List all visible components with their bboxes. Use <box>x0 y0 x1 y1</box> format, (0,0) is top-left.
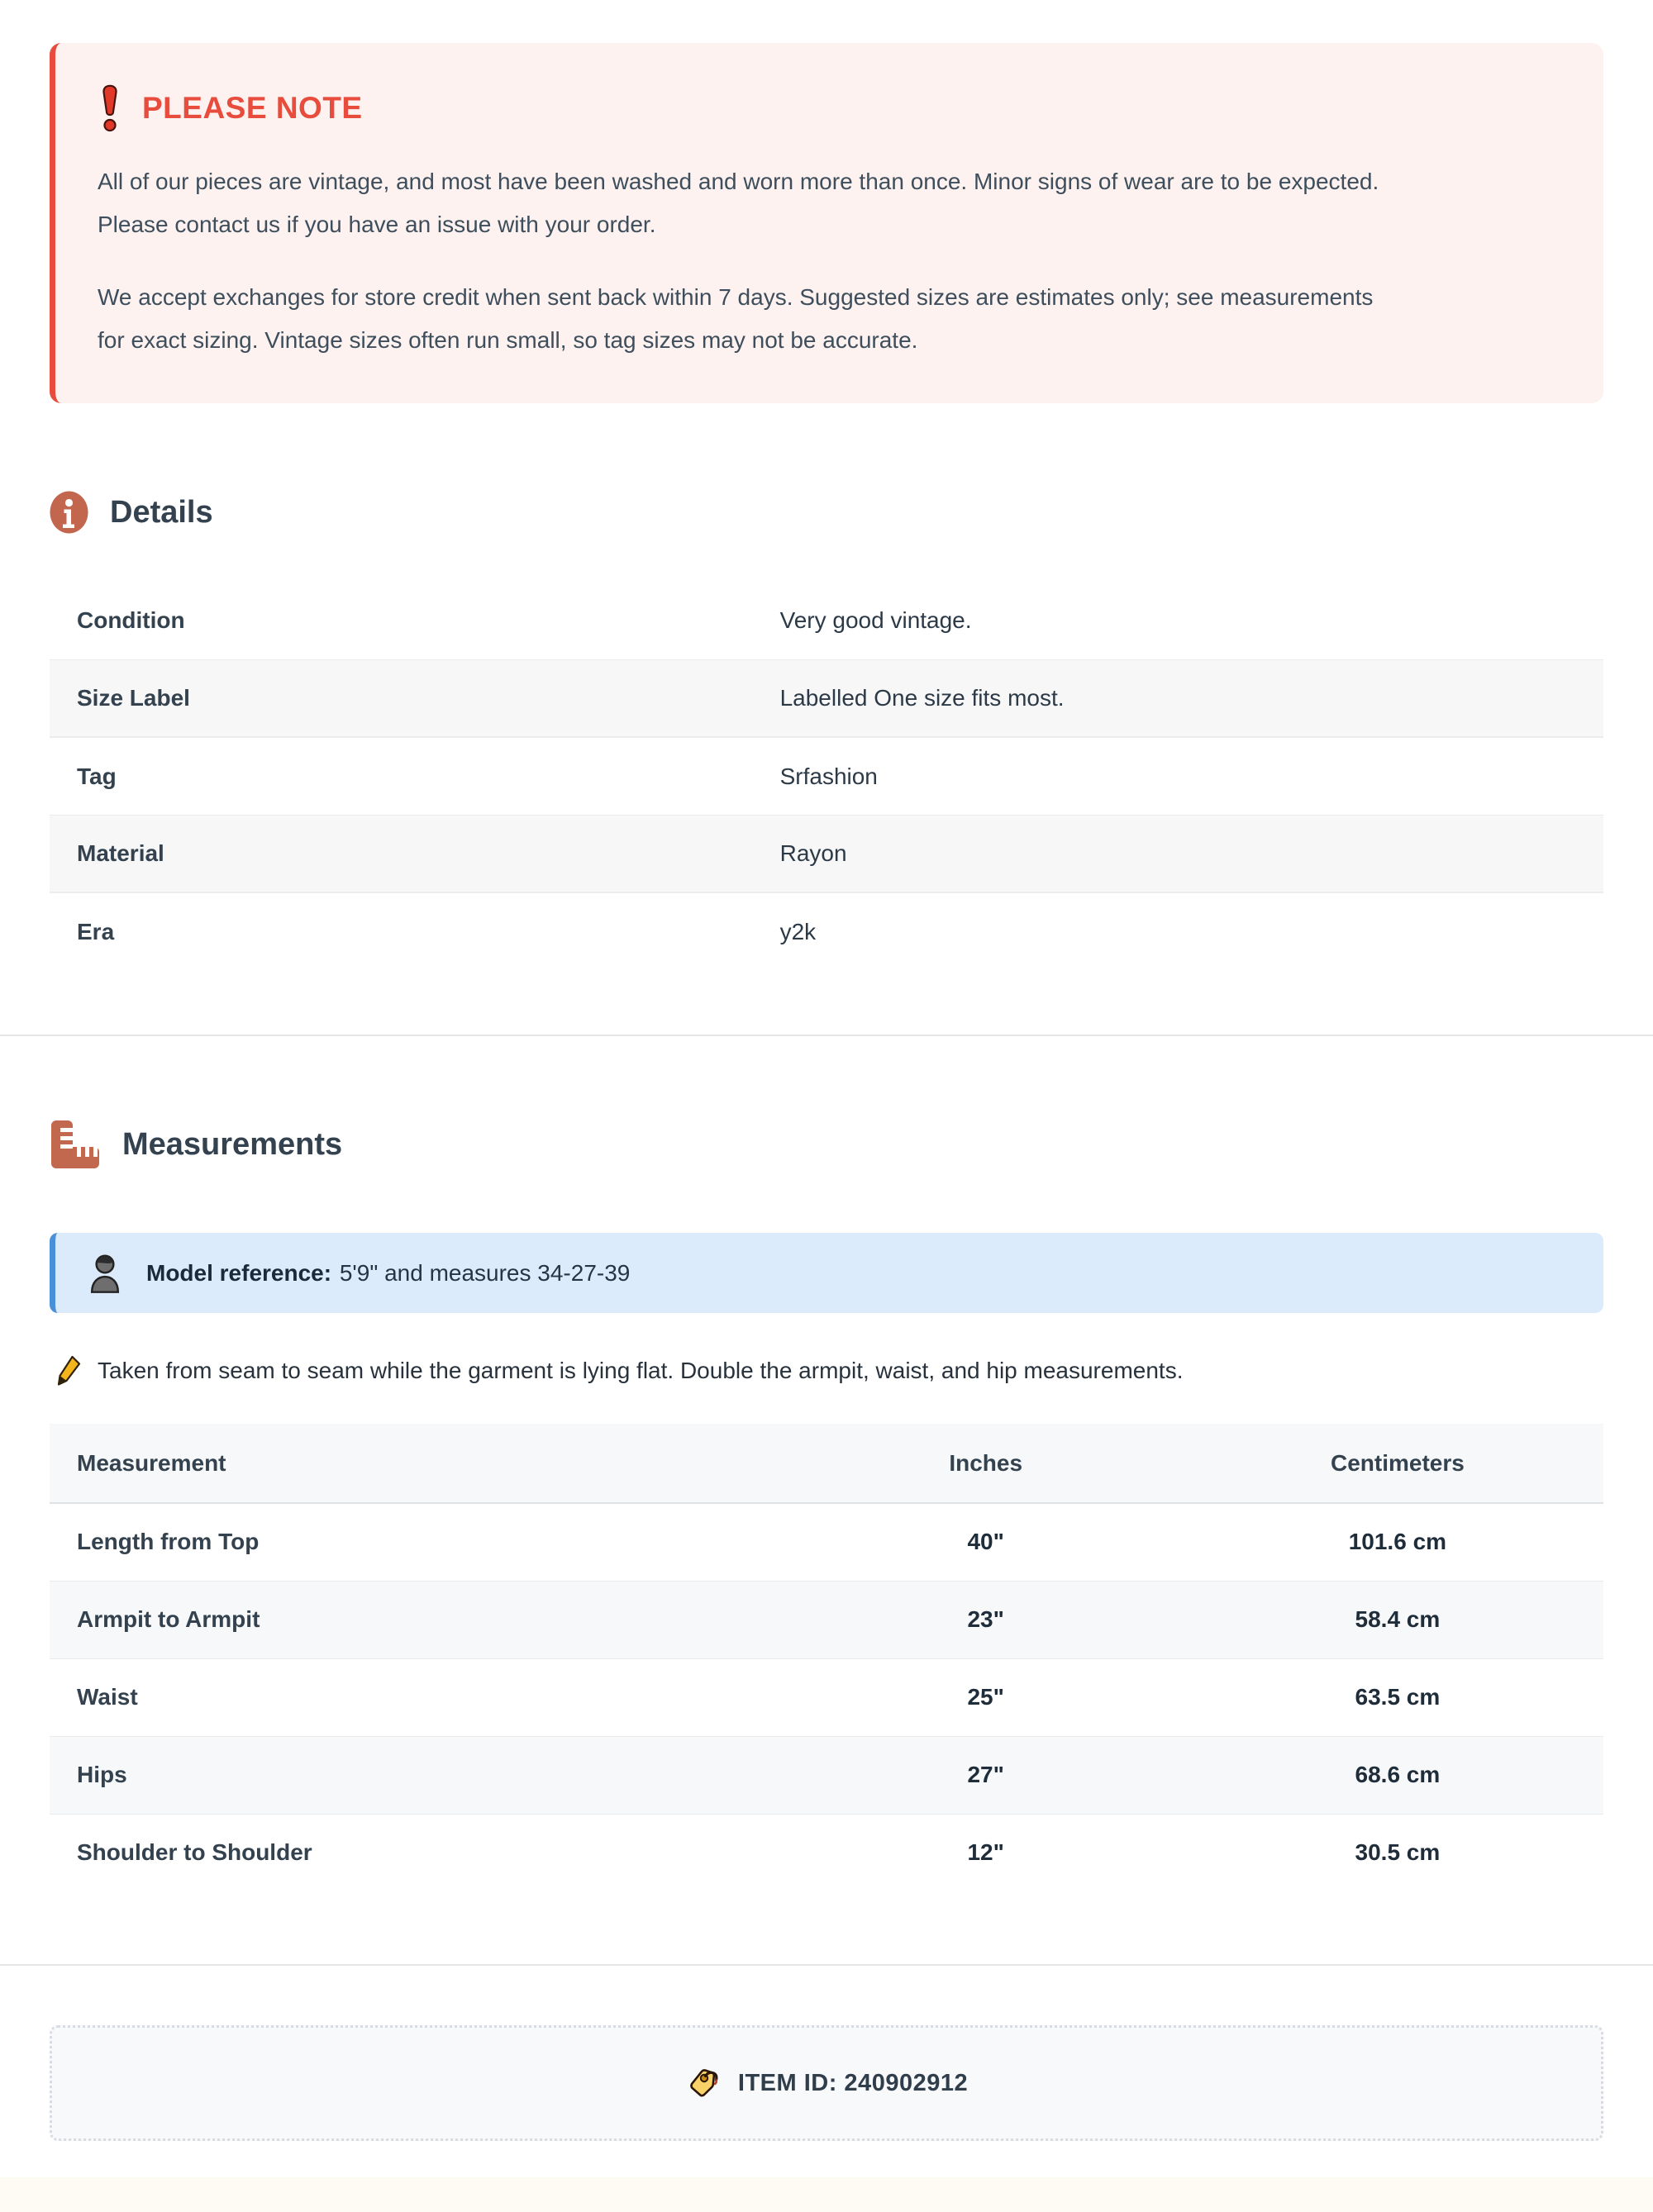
exclamation-icon <box>98 84 122 132</box>
measurement-name: Hips <box>50 1735 780 1814</box>
measurement-name: Shoulder to Shoulder <box>50 1813 780 1891</box>
details-row-value: Labelled One size fits most. <box>779 685 1065 711</box>
person-icon <box>87 1253 123 1294</box>
table-row: Waist 25" 63.5 cm <box>50 1658 1603 1736</box>
measurements-table-header-row: Measurement Inches Centimeters <box>50 1424 1603 1504</box>
model-reference-label: Model reference: <box>146 1259 332 1286</box>
measurements-table: Measurement Inches Centimeters Length fr… <box>50 1424 1603 1891</box>
measurement-name: Waist <box>50 1658 780 1736</box>
details-row-value: Srfashion <box>779 763 878 789</box>
details-table: Condition Very good vintage. Size Label … <box>50 582 1603 970</box>
column-header-inches: Inches <box>779 1424 1192 1504</box>
details-row-label: Size Label <box>77 685 190 711</box>
details-row: Condition Very good vintage. <box>50 582 1603 659</box>
details-row: Material Rayon <box>50 815 1603 892</box>
item-id-text: ITEM ID: 240902912 <box>737 2069 969 2096</box>
measurement-name: Length from Top <box>77 1529 260 1555</box>
details-row-value: Very good vintage. <box>779 607 972 633</box>
details-row: Era y2k <box>50 892 1603 970</box>
section-divider <box>0 1964 1653 1966</box>
measurement-method-text: Taken from seam to seam while the garmen… <box>98 1358 1184 1383</box>
details-row-label: Condition <box>77 607 185 633</box>
details-heading-label: Details <box>110 494 213 530</box>
details-row-label: Tag <box>77 763 117 789</box>
measurements-heading-label: Measurements <box>122 1126 343 1162</box>
model-reference-note: Model reference: 5'9" and measures 34-27… <box>50 1233 1603 1313</box>
table-row: Shoulder to Shoulder 12" 30.5 cm <box>50 1813 1603 1891</box>
measurement-cm: 58.4 cm <box>1191 1580 1603 1658</box>
column-header-centimeters: Centimeters <box>1191 1424 1603 1504</box>
details-row-value: Rayon <box>779 840 847 866</box>
details-row: Tag Srfashion <box>50 737 1603 815</box>
measurements-section-heading: Measurements <box>50 1119 1603 1170</box>
details-row-label: Era <box>77 918 115 944</box>
ruler-icon <box>50 1119 101 1170</box>
details-row-value: y2k <box>779 918 817 944</box>
measurement-inches: 23" <box>779 1580 1192 1658</box>
measurement-inches: 25" <box>779 1658 1192 1736</box>
tag-icon <box>685 2064 720 2102</box>
alert-title: PLEASE NOTE <box>142 91 363 125</box>
alert-title-row: PLEASE NOTE <box>98 84 1557 132</box>
model-reference-value: 5'9" and measures 34-27-39 <box>339 1259 631 1286</box>
alert-paragraph: We accept exchanges for store credit whe… <box>98 284 1374 353</box>
item-id-box: ITEM ID: 240902912 <box>50 2025 1603 2141</box>
model-reference-text: Model reference: 5'9" and measures 34-27… <box>146 1260 630 1287</box>
next-section-edge <box>0 2177 1653 2212</box>
details-row-label: Material <box>77 840 164 866</box>
please-note-alert: PLEASE NOTE All of our pieces are vintag… <box>50 43 1603 403</box>
section-divider <box>0 1035 1653 1036</box>
pencil-icon <box>55 1354 83 1387</box>
measurement-cm: 63.5 cm <box>1191 1658 1603 1736</box>
table-row: Armpit to Armpit 23" 58.4 cm <box>50 1580 1603 1658</box>
details-section-heading: Details <box>50 491 1603 534</box>
table-row: Hips 27" 68.6 cm <box>50 1735 1603 1814</box>
alert-paragraph: All of our pieces are vintage, and most … <box>98 169 1379 237</box>
measurement-cm: 101.6 cm <box>1348 1529 1447 1555</box>
measurement-inches: 27" <box>779 1735 1192 1814</box>
measurement-method-note: Taken from seam to seam while the garmen… <box>50 1354 1603 1387</box>
column-header-measurement: Measurement <box>50 1424 780 1504</box>
details-row: Size Label Labelled One size fits most. <box>50 659 1603 737</box>
measurement-inches: 12" <box>779 1813 1192 1891</box>
measurement-cm: 68.6 cm <box>1191 1735 1603 1814</box>
table-row: Length from Top 40" 101.6 cm <box>50 1503 1603 1581</box>
measurement-cm: 30.5 cm <box>1191 1813 1603 1891</box>
info-icon <box>50 491 88 534</box>
measurement-name: Armpit to Armpit <box>50 1580 780 1658</box>
measurement-inches: 40" <box>967 1529 1004 1555</box>
